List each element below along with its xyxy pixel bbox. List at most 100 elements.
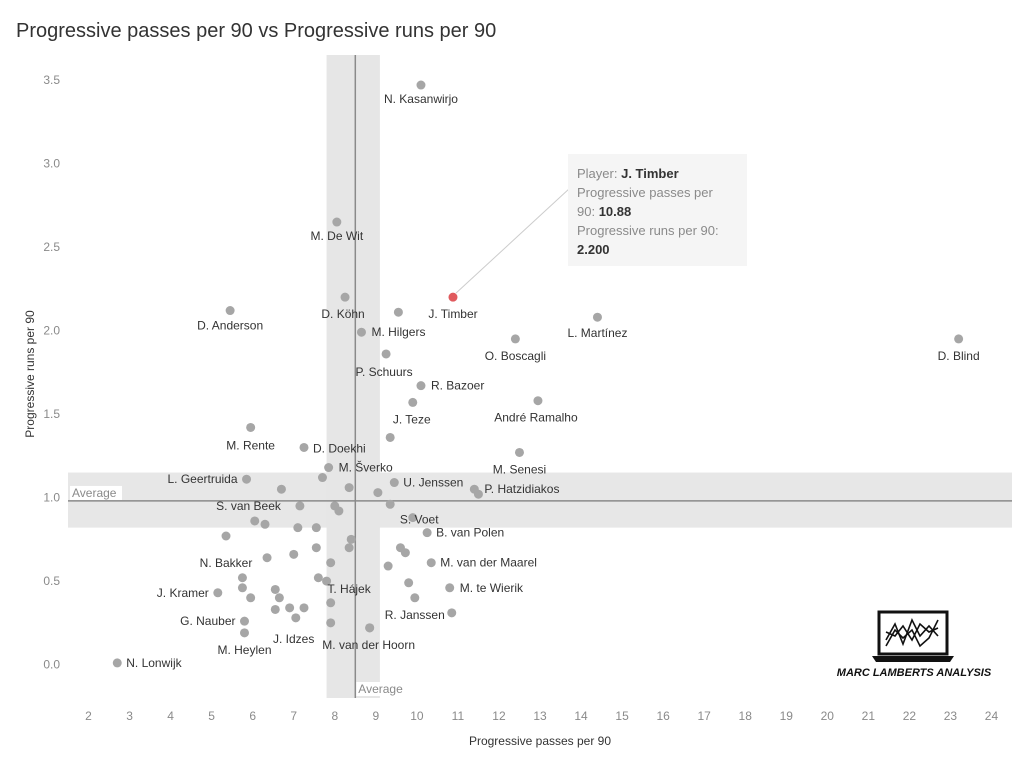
data-point: [225, 306, 235, 316]
y-axis-title: Progressive runs per 90: [23, 310, 37, 438]
point-label: N. Kasanwirjo: [384, 92, 458, 106]
y-average-band: [68, 472, 1012, 528]
data-point: [426, 558, 436, 568]
chart-title: Progressive passes per 90 vs Progressive…: [16, 20, 497, 42]
average-bands: [68, 55, 1012, 698]
data-point: [400, 548, 410, 558]
y-tick-label: 2.5: [43, 240, 60, 254]
x-tick-label: 3: [126, 709, 133, 723]
x-tick-label: 12: [492, 709, 506, 723]
x-tick-label: 8: [331, 709, 338, 723]
point-label: M. te Wierik: [460, 581, 524, 595]
data-point: [514, 447, 524, 457]
x-tick-label: 6: [249, 709, 256, 723]
data-point: [285, 603, 295, 613]
data-point: [340, 292, 350, 302]
tooltip-box: [568, 154, 747, 266]
data-point: [112, 658, 122, 668]
data-point: [344, 483, 354, 493]
point-label: M. Senesi: [493, 462, 546, 476]
point-label: D. Anderson: [197, 319, 263, 333]
point-label: M. van der Hoorn: [322, 638, 415, 652]
point-label: J. Idzes: [273, 632, 314, 646]
point-label: M. van der Maarel: [440, 556, 537, 570]
point-label: P. Schuurs: [356, 365, 413, 379]
brand-logo: MARC LAMBERTS ANALYSIS: [837, 610, 992, 679]
data-points: [112, 80, 964, 668]
point-label: M. Rente: [226, 438, 275, 452]
data-point: [299, 442, 309, 452]
point-label: D. Doekhi: [313, 441, 366, 455]
point-label: André Ramalho: [494, 411, 578, 425]
data-point: [260, 519, 270, 529]
data-point: [242, 474, 252, 484]
data-point: [346, 534, 356, 544]
point-label: N. Bakker: [200, 556, 253, 570]
point-label: M. Heylen: [217, 643, 271, 657]
data-point: [291, 613, 301, 623]
data-point: [408, 397, 418, 407]
x-tick-label: 4: [167, 709, 174, 723]
data-point: [246, 422, 256, 432]
data-point: [954, 334, 964, 344]
data-point: [237, 583, 247, 593]
laptop-chart-icon: [872, 610, 954, 662]
x-tick-label: 11: [452, 709, 465, 723]
x-average-label-bg: [356, 682, 409, 696]
data-point: [239, 628, 249, 638]
data-point: [250, 516, 260, 526]
data-point: [237, 573, 247, 583]
x-tick-label: 24: [985, 709, 999, 723]
data-point: [293, 523, 303, 533]
point-label: J. Teze: [393, 412, 431, 426]
data-point: [289, 549, 299, 559]
point-label: R. Bazoer: [431, 379, 484, 393]
point-label: L. Martínez: [567, 326, 627, 340]
point-label: T. Hájek: [327, 582, 371, 596]
tooltip-key: Progressive runs per 90:: [577, 223, 719, 238]
point-label: P. Hatzidiakos: [484, 482, 559, 496]
data-point: [373, 488, 383, 498]
tooltip-line: Progressive passes per: [577, 185, 714, 200]
highlight-tooltip: Player: J. Timber Progressive passes per…: [455, 154, 747, 294]
data-point: [299, 603, 309, 613]
data-point: [322, 576, 332, 586]
point-label: U. Jenssen: [403, 476, 463, 490]
y-average-label-bg: [70, 485, 122, 500]
x-tick-label: 19: [780, 709, 794, 723]
x-tick-label: 18: [739, 709, 753, 723]
data-point: [270, 604, 280, 614]
point-label: G. Nauber: [180, 614, 235, 628]
point-label: S. van Beek: [216, 499, 282, 513]
point-label: R. Janssen: [385, 608, 445, 622]
data-point: [270, 584, 280, 594]
point-label: M. Šverko: [339, 460, 393, 475]
data-point: [385, 432, 395, 442]
point-label: J. Kramer: [157, 586, 209, 600]
point-labels: N. Kasanwirjo M. De Wit D. Anderson D. Köhn…: [126, 92, 979, 670]
x-tick-label: 21: [862, 709, 876, 723]
y-tick-label: 3.5: [43, 73, 60, 87]
data-point: [533, 396, 543, 406]
data-point: [416, 381, 426, 391]
data-point: [416, 80, 426, 90]
x-tick-label: 22: [903, 709, 917, 723]
tooltip-key: Progressive passes per: [577, 185, 714, 200]
data-point: [389, 478, 399, 488]
data-point: [510, 334, 520, 344]
x-average-band: [326, 55, 380, 698]
y-average-label: Average: [72, 486, 117, 500]
data-point: [344, 543, 354, 553]
brand-text: MARC LAMBERTS ANALYSIS: [837, 667, 992, 679]
data-point: [274, 593, 284, 603]
data-point: [295, 501, 305, 511]
x-axis-ticks: 2 3 4 5 6 7 8 9 10 11 12 13 14 15 16 17 18 19 20 21 22 23 24: [85, 709, 998, 723]
y-axis-ticks: 0.0 0.5 1.0 1.5 2.0 2.5 3.0 3.5: [43, 73, 60, 672]
data-point: [356, 327, 366, 337]
data-point: [365, 623, 375, 633]
point-label: J. Timber: [428, 307, 477, 321]
x-tick-label: 20: [821, 709, 835, 723]
point-label: D. Blind: [938, 349, 980, 363]
x-tick-label: 9: [372, 709, 379, 723]
point-label: O. Boscagli: [485, 349, 546, 363]
